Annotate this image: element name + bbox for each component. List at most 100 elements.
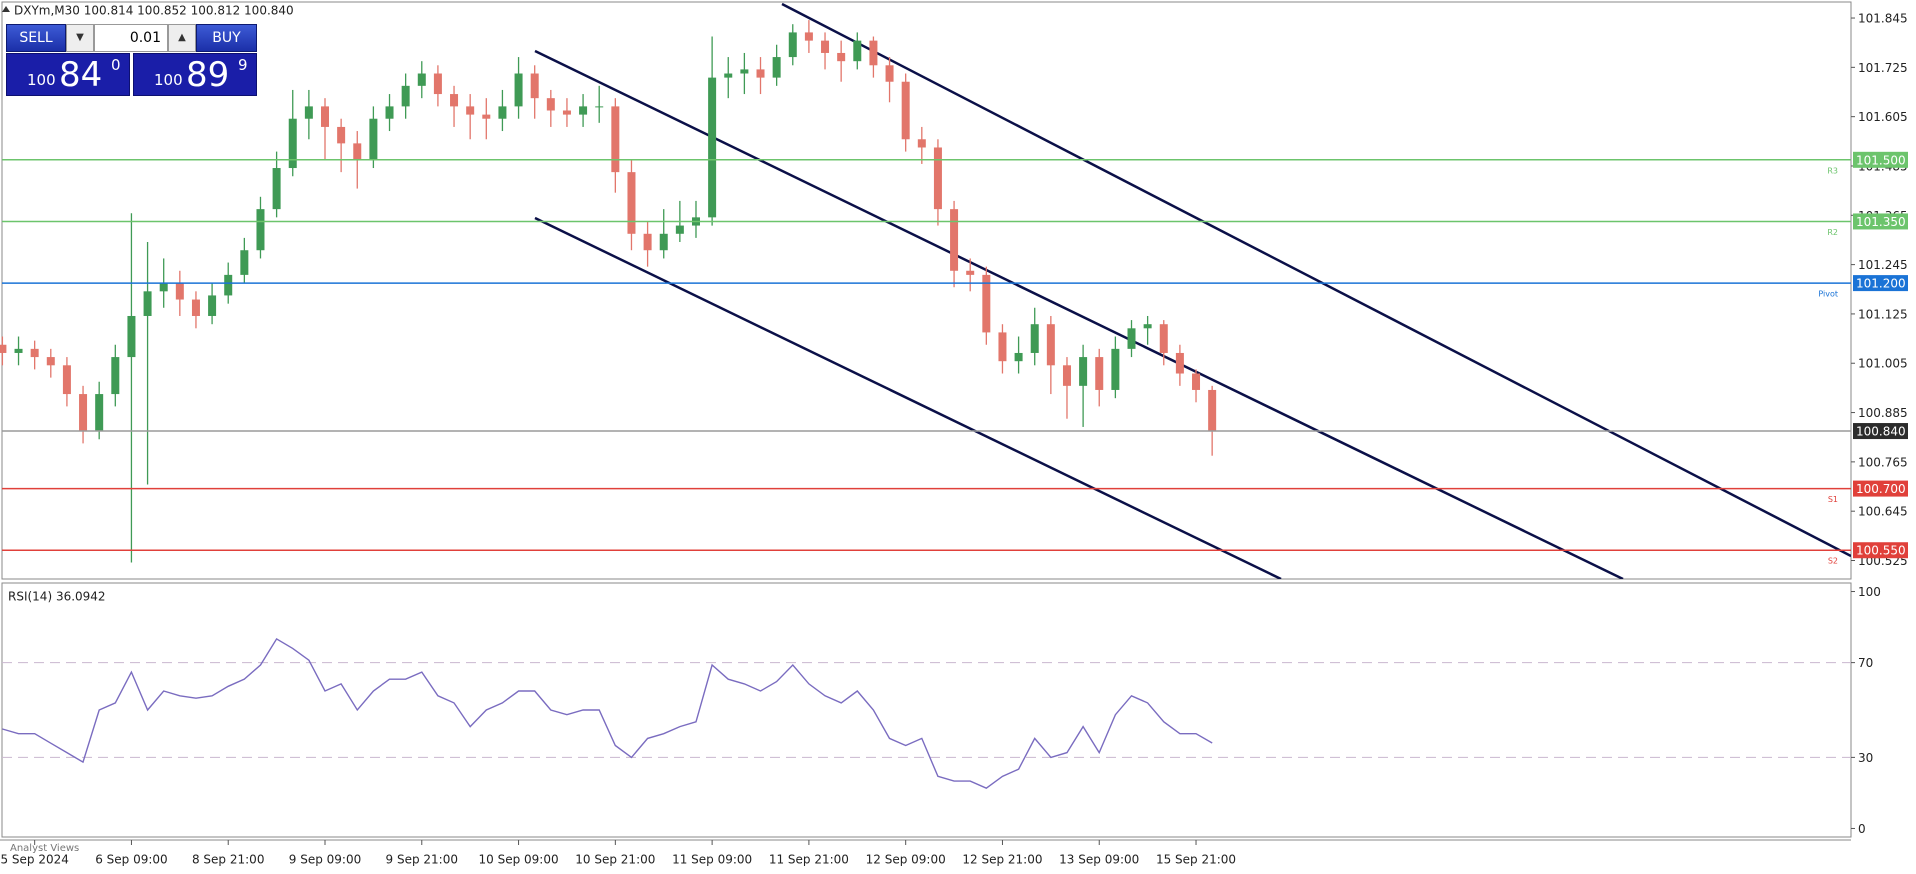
trendline [534, 49, 1624, 579]
candle-body [14, 348, 23, 353]
level-name: Pivot [1818, 290, 1838, 299]
rsi-panel [1, 582, 1852, 838]
candle-body [417, 73, 426, 86]
candle-body [127, 315, 136, 358]
candle-body [304, 106, 313, 119]
sell-button[interactable]: SELL [6, 24, 66, 52]
level-label: 101.350 [1856, 215, 1906, 229]
level-name: S2 [1828, 557, 1838, 566]
candle-body [853, 40, 862, 62]
candle-body [611, 106, 620, 173]
lot-increase[interactable]: ▲ [168, 24, 196, 52]
x-tick-label: 8 Sep 21:00 [192, 853, 264, 867]
candle-body [966, 270, 975, 275]
candle-body [917, 139, 926, 148]
candle-body [821, 40, 830, 53]
candle-body [353, 143, 362, 160]
candle-body [256, 209, 265, 251]
candle-body [466, 106, 475, 115]
candle-body [1111, 348, 1120, 390]
y-tick-label: 100.765 [1858, 455, 1908, 469]
candle-body [869, 40, 878, 66]
x-tick-label: 12 Sep 21:00 [962, 853, 1042, 867]
menu-triangle [2, 6, 10, 12]
candle-body [385, 106, 394, 119]
lot-decrease[interactable]: ▼ [66, 24, 94, 52]
candle-body [901, 81, 910, 140]
level-label: 100.550 [1856, 544, 1906, 558]
candle-body [514, 73, 523, 107]
x-tick-label: 11 Sep 09:00 [672, 853, 752, 867]
y-tick-label: 70 [1858, 656, 1873, 670]
candle-body [401, 85, 410, 107]
buy-price[interactable]: 100 89 9 [133, 53, 257, 96]
candle-body [1095, 357, 1104, 390]
candle-body [950, 209, 959, 271]
candle-body [595, 106, 604, 108]
candle-body [272, 168, 281, 210]
level-label: 101.500 [1856, 153, 1906, 167]
candle-body [708, 77, 717, 218]
level-label-bg [1853, 423, 1908, 440]
level-label: 100.700 [1856, 482, 1906, 496]
level-label-bg [1853, 480, 1908, 497]
price-prefix: 100 [154, 71, 183, 89]
buy-button[interactable]: BUY [196, 24, 257, 52]
candle-body [1192, 373, 1201, 390]
price-prefix: 100 [27, 71, 56, 89]
level-name: R2 [1827, 228, 1838, 237]
candle-body [159, 283, 168, 292]
candle-body [546, 98, 555, 111]
level-label-bg [1853, 213, 1908, 230]
candle-body [79, 394, 88, 432]
candle-body [1062, 365, 1071, 386]
y-tick-label: 100.885 [1858, 406, 1908, 420]
candle-body [62, 365, 71, 395]
candle-body [740, 69, 749, 74]
candle-body [562, 110, 571, 115]
candle-body [756, 69, 765, 78]
candle-body [450, 94, 459, 107]
y-tick-label: 101.845 [1858, 12, 1908, 26]
price-panel [1, 1, 1852, 580]
level-label: 100.840 [1856, 425, 1906, 439]
candle-body [1175, 352, 1184, 374]
price-sup: 9 [238, 56, 248, 74]
candle-body [579, 106, 588, 115]
candle-body [1208, 389, 1217, 432]
candle-body [288, 118, 297, 169]
candle-body [998, 332, 1007, 362]
candle-body [837, 52, 846, 62]
candle-body [321, 106, 329, 127]
x-tick-label: 10 Sep 09:00 [479, 853, 559, 867]
candle-body [0, 344, 7, 353]
candle-body [885, 65, 894, 82]
candle-body [95, 394, 104, 432]
level-label-bg [1853, 542, 1908, 559]
candle-body [208, 295, 217, 316]
candle-body [933, 147, 942, 210]
price-main: 89 [186, 55, 230, 95]
candle-body [1046, 324, 1055, 366]
x-tick-label: 10 Sep 21:00 [575, 853, 655, 867]
sell-price[interactable]: 100 84 0 [6, 53, 130, 96]
candle-body [724, 73, 733, 78]
candle-body [433, 73, 442, 95]
y-tick-label: 100.645 [1858, 505, 1908, 519]
candle-body [30, 348, 39, 358]
x-tick-label: 6 Sep 09:00 [95, 853, 167, 867]
y-tick-label: 101.245 [1858, 258, 1908, 272]
y-tick-label: 101.125 [1858, 307, 1908, 321]
lot-input[interactable]: 0.01 [94, 24, 168, 52]
candle-body [498, 106, 507, 119]
candle-body [175, 283, 184, 300]
y-tick-label: 0 [1858, 822, 1866, 836]
trendline [781, 2, 1851, 558]
price-sup: 0 [111, 56, 121, 74]
y-tick-label: 100 [1858, 585, 1881, 599]
footer-tab[interactable]: Analyst Views [10, 843, 79, 854]
candle-body [337, 126, 346, 144]
candle-body [1143, 324, 1152, 329]
candle-body [482, 114, 491, 119]
